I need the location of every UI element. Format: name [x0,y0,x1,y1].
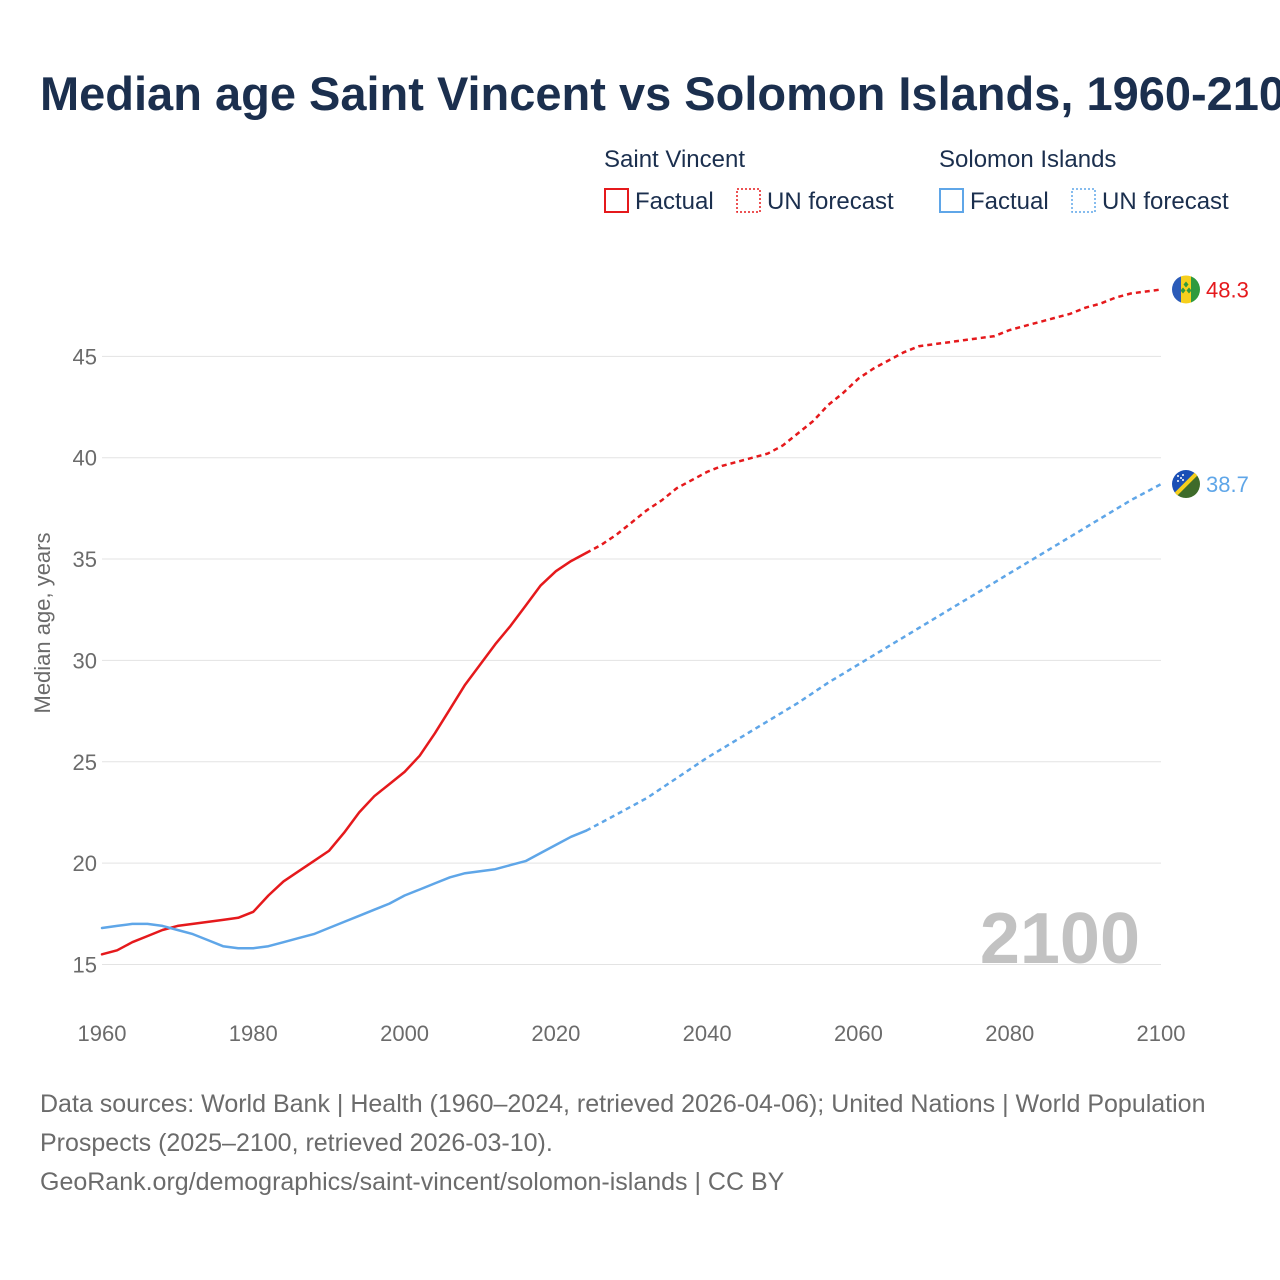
series-line-solomon-islands-factual [100,829,588,950]
data-sources: Data sources: World Bank | Health (1960–… [40,1090,1206,1157]
x-tick-label: 2020 [531,1021,580,1046]
line-chart: 15 20 25 30 35 40 45 1960 1980 2000 2020 2040 2060 2… [30,146,1249,1046]
y-tick-label: 30 [73,648,97,673]
y-tick-label: 25 [73,750,97,775]
legend-group-title: Solomon Islands [939,146,1116,173]
series-line-saint-vincent-factual [100,551,588,956]
series-line-saint-vincent-forecast [585,288,1162,555]
x-tick-label: 2040 [683,1021,732,1046]
x-tick-label: 1980 [229,1021,278,1046]
y-tick-label: 35 [73,547,97,572]
legend-label-forecast: UN forecast [767,188,894,215]
y-tick-label: 20 [73,851,97,876]
y-axis-ticks: 15 20 25 30 35 40 45 [73,344,97,977]
legend-label-factual: Factual [970,188,1049,215]
y-tick-label: 45 [73,344,97,369]
solomon-islands-end-value: 38.7 [1206,472,1249,497]
x-tick-label: 2100 [1137,1021,1186,1046]
series-lines [100,288,1162,956]
year-watermark: 2100 [980,899,1140,979]
solomon-islands-flag-icon [1172,470,1200,499]
chart-title: Median age Saint Vincent vs Solomon Isla… [40,67,1280,120]
legend-swatch-forecast [736,188,761,213]
y-axis-label: Median age, years [30,533,55,714]
source-link[interactable]: GeoRank.org/demographics/saint-vincent/s… [40,1168,785,1196]
saint-vincent-end-value: 48.3 [1206,277,1249,302]
saint-vincent-flag-icon [1172,275,1200,304]
x-tick-label: 2080 [985,1021,1034,1046]
x-axis-ticks: 1960 1980 2000 2020 2040 2060 2080 2100 [78,1021,1186,1046]
x-tick-label: 1960 [78,1021,127,1046]
legend-swatch-factual [604,188,629,213]
y-tick-label: 15 [73,952,97,977]
series-line-solomon-islands-forecast [585,482,1162,832]
legend-swatch-factual [939,188,964,213]
footer: Data sources: World Bank | Health (1960–… [40,1085,1220,1202]
legend-label-factual: Factual [635,188,714,215]
legend-group-solomon-islands: Solomon Islands Factual UN forecast [939,146,1229,215]
x-tick-label: 2000 [380,1021,429,1046]
legend-swatch-forecast [1071,188,1096,213]
legend-label-forecast: UN forecast [1102,188,1229,215]
legend-group-title: Saint Vincent [604,146,745,173]
x-tick-label: 2060 [834,1021,883,1046]
series-end-labels: 48.3 38.7 [1172,275,1249,499]
legend-group-saint-vincent: Saint Vincent Factual UN forecast [604,146,894,215]
grid-lines [102,355,1161,965]
y-tick-label: 40 [73,446,97,471]
